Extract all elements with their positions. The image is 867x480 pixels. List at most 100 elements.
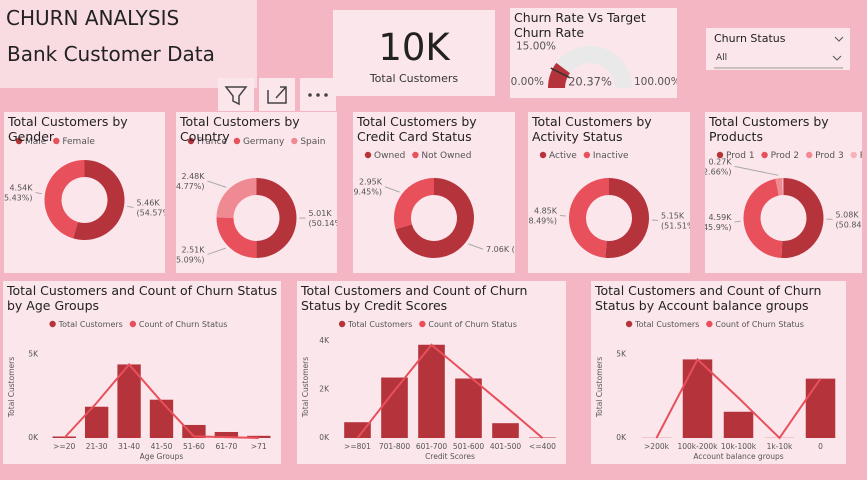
visual: Owned Not Owned 7.06K (70.5... 2.95K(29.45%… xyxy=(353,151,515,258)
donut-slice xyxy=(73,160,125,241)
bar xyxy=(455,378,482,438)
x-tick-label: 41-50 xyxy=(151,442,173,451)
legend-marker xyxy=(15,137,23,145)
x-tick-label: 0 xyxy=(818,442,823,451)
data-label: 0.27K(2.66%) xyxy=(705,157,732,176)
visual: Total Customers Count of Churn Status 0K 5K… xyxy=(7,320,271,461)
legend-marker xyxy=(716,151,724,159)
slicer-chrome xyxy=(714,36,844,69)
dashboard-title: CHURN ANALYSIS xyxy=(6,6,180,30)
visual-title: Total Customers and Count of Churn Statu… xyxy=(595,283,822,313)
bar xyxy=(214,431,239,438)
data-label: 5.01K(50.14%) xyxy=(309,209,338,228)
donut-slice xyxy=(216,178,257,218)
y-tick-label: 0K xyxy=(319,433,330,442)
visual-title: Total Customers by Credit Card Status xyxy=(357,114,477,144)
kpi-card: 10K Total Customers xyxy=(333,10,495,96)
legend-marker xyxy=(291,137,298,145)
legend-marker xyxy=(850,151,857,159)
dropdown-arrow[interactable] xyxy=(832,55,842,61)
legend-marker xyxy=(583,151,591,159)
legend-label: Prod 4 xyxy=(860,151,862,161)
legend-label: Owned xyxy=(374,151,405,161)
x-tick-label: 51-60 xyxy=(183,442,205,451)
focus-button[interactable] xyxy=(259,78,295,111)
legend-marker xyxy=(187,137,195,145)
line-series xyxy=(655,357,822,440)
bar xyxy=(723,411,754,438)
x-tick-label: >71 xyxy=(251,442,267,451)
gauge-value-label: 20.37% xyxy=(568,75,612,89)
data-label: 2.51K(25.09%) xyxy=(176,245,205,264)
legend-marker xyxy=(805,151,813,159)
y-tick-label: 5K xyxy=(28,349,39,358)
donut-slice xyxy=(743,178,783,258)
legend-marker xyxy=(49,320,56,328)
visual-panel: France Germany Spain 5.01K(50.14%) 2.51K(25.… xyxy=(176,112,337,273)
visual-panel: Active Inactive 5.15K(51.51%) 4.85K(48.49%)… xyxy=(528,112,690,273)
bar xyxy=(418,344,445,438)
x-tick-label: 601-700 xyxy=(416,442,448,451)
data-label: 5.46K(54.57%) xyxy=(137,198,166,217)
bar xyxy=(182,424,206,438)
x-tick-label: 401-500 xyxy=(490,442,522,451)
visual-panel: 15.00% 20.37% 0.00% 100.00% Churn Rate Vs Ta… xyxy=(510,8,677,98)
visual-panel: Total Customers Count of Churn Status 0K 5K… xyxy=(3,281,281,464)
bar xyxy=(149,399,174,438)
data-label: 5.08K(50.84%) xyxy=(836,210,863,229)
header-panel: CHURN ANALYSIS Bank Customer Data xyxy=(0,0,257,88)
legend-marker xyxy=(761,151,768,159)
visual-title: Total Customers by Products xyxy=(709,114,829,144)
donut-slice xyxy=(781,178,824,258)
slicer-value[interactable]: All xyxy=(716,53,728,63)
legend-marker xyxy=(706,320,713,328)
legend-label: Prod 3 xyxy=(815,151,844,161)
focus-icon xyxy=(267,86,287,104)
legend-label: Count of Churn Status xyxy=(715,320,804,329)
x-tick-label: <=400 xyxy=(529,442,556,451)
legend-marker xyxy=(233,137,241,145)
leader-line xyxy=(734,165,779,176)
visual-panel: Owned Not Owned 7.06K (70.5... 2.95K(29.45%… xyxy=(353,112,515,273)
y-tick-label: 2K xyxy=(319,384,330,393)
x-tick-label: 1k-10k xyxy=(767,442,793,451)
legend-label: Germany xyxy=(243,137,285,147)
kpi-value: 10K xyxy=(378,26,450,69)
filter-button[interactable] xyxy=(218,78,254,111)
legend-label: Male xyxy=(25,137,47,147)
visual: Total Customers Count of Churn Status 0K 2K… xyxy=(301,320,556,461)
leader-line xyxy=(207,247,226,255)
visual: Prod 1 Prod 2 Prod 3 Prod 4 5.08K(50.84%) 4.5… xyxy=(705,151,863,258)
slicer-title: Churn Status xyxy=(714,32,786,45)
visual-panel: Total Customers Count of Churn Status 0K 5K… xyxy=(591,281,846,464)
visual-title: Total Customers by Country xyxy=(180,114,300,144)
legend-label: Count of Churn Status xyxy=(139,320,228,329)
x-axis-title: Account balance groups xyxy=(693,452,783,461)
visual-panel: Male Female 5.46K(54.57%) 4.54K(45.43%) Tota… xyxy=(4,112,165,273)
legend-label: Spain xyxy=(300,137,325,147)
x-tick-label: 10k-100k xyxy=(721,442,757,451)
bar xyxy=(805,378,836,438)
legend-marker xyxy=(338,320,346,328)
leader-line xyxy=(35,192,43,195)
bar xyxy=(247,435,271,438)
donut-slice xyxy=(781,178,784,196)
bar xyxy=(117,364,141,438)
visual: France Germany Spain 5.01K(50.14%) 2.51K(25.… xyxy=(176,137,338,264)
dashboard-subtitle: Bank Customer Data xyxy=(7,42,215,66)
visual: Active Inactive 5.15K(51.51%) 4.85K(48.49%) xyxy=(528,151,690,258)
visual-panel: Prod 1 Prod 2 Prod 3 Prod 4 5.08K(50.84%) 4.5… xyxy=(705,112,862,273)
legend-marker xyxy=(419,320,426,328)
data-label: 5.15K(51.51%) xyxy=(661,211,690,230)
visual: Total Customers Count of Churn Status 0K 5K… xyxy=(595,320,836,461)
data-label: 7.06K (70.5... xyxy=(486,245,515,254)
leader-line xyxy=(207,180,227,188)
visual-panel: Total Customers Count of Churn Status 0K 2K… xyxy=(297,281,566,464)
legend-marker xyxy=(129,320,137,328)
gauge-range-label: 100.00% xyxy=(634,76,677,88)
donut-slice xyxy=(775,178,783,196)
y-axis-title: Total Customers xyxy=(595,357,604,418)
legend-marker xyxy=(412,151,419,159)
visual-title: Total Customers and Count of Churn Statu… xyxy=(7,283,278,313)
